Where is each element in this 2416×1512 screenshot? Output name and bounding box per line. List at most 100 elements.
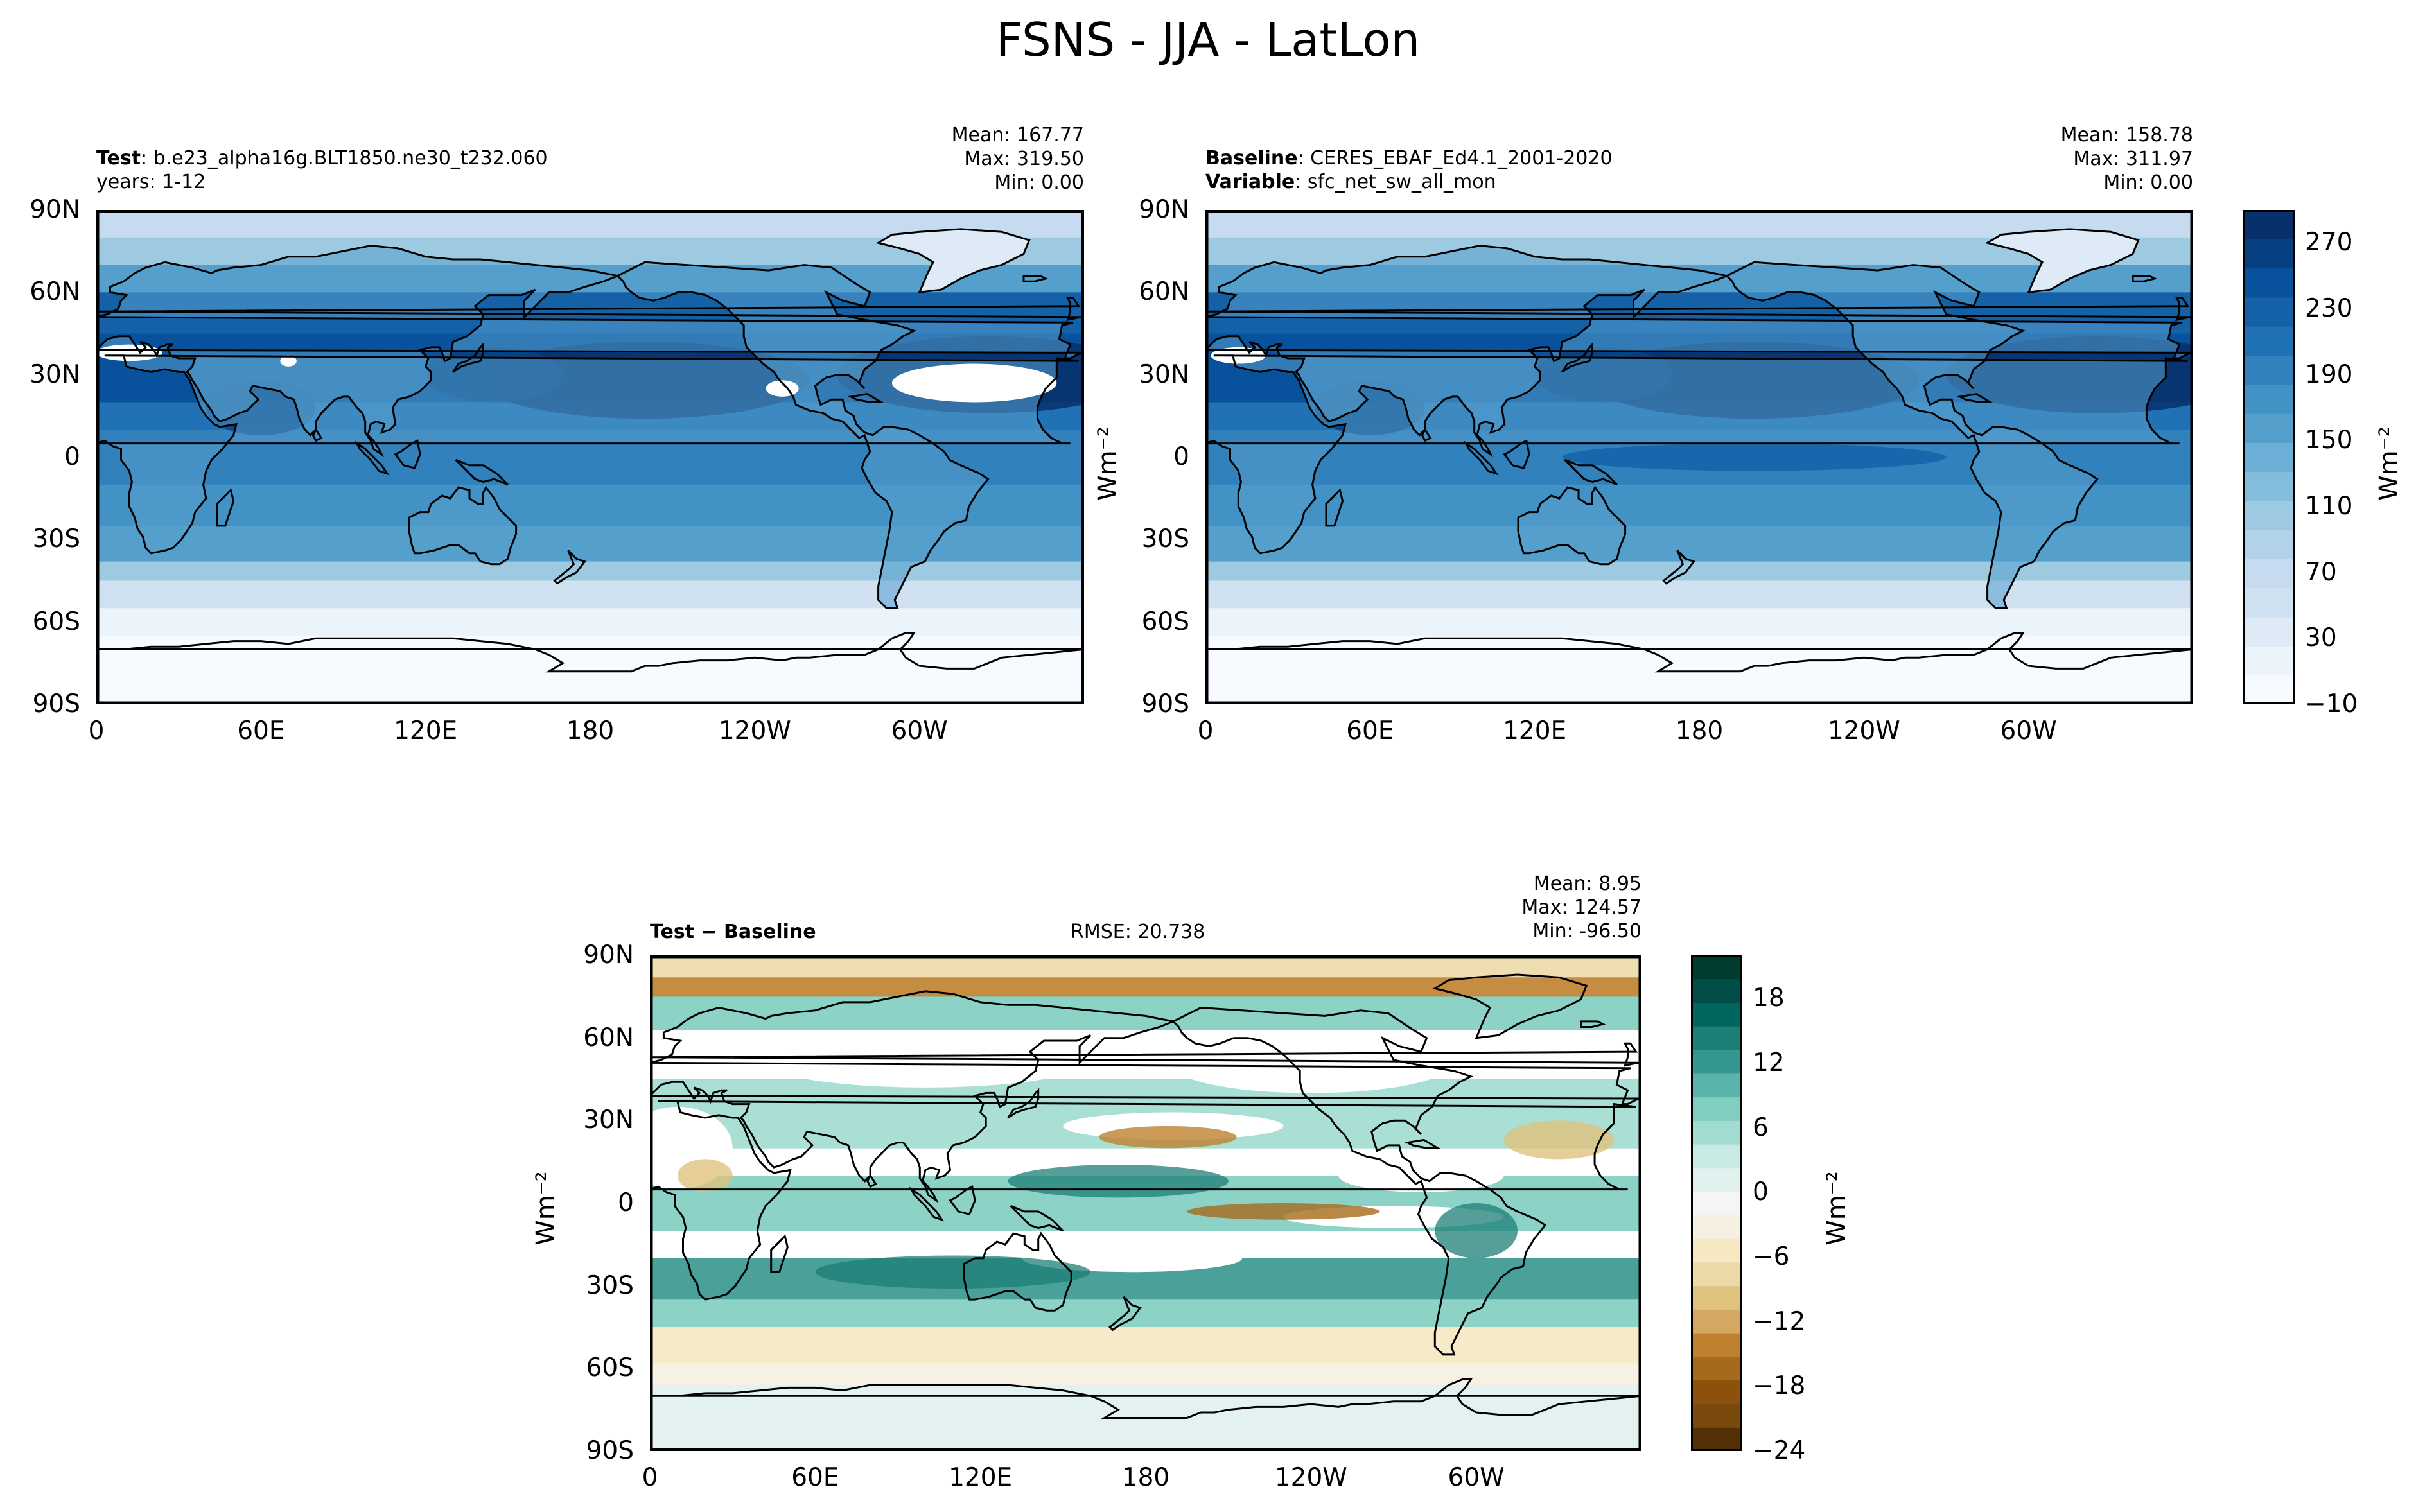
- colorbar-swatch: [2243, 675, 2295, 704]
- diff-label: Test − Baseline: [650, 920, 816, 944]
- colorbar-tick-label: −6: [1753, 1242, 1790, 1271]
- land-australia: [409, 487, 516, 564]
- colorbar-swatch: [1691, 1026, 1742, 1050]
- test-max: Max: 319.50: [964, 148, 1084, 170]
- colorbar-swatch: [2243, 355, 2295, 385]
- test-years: years: 1-12: [96, 171, 206, 193]
- colorbar-swatch: [2243, 559, 2295, 589]
- baseline-variable: Variable: sfc_net_sw_all_mon: [1205, 171, 1496, 193]
- coast-cuba: [1957, 393, 1994, 403]
- coast-nz: [553, 550, 586, 585]
- lat-tick-label: 90N: [1139, 195, 1189, 224]
- lon-tick-label: 120W: [1274, 1463, 1347, 1492]
- baseline-dataset: CERES_EBAF_Ed4.1_2001-2020: [1310, 147, 1613, 169]
- colorbar-swatch: [1691, 1073, 1742, 1098]
- coast-americas: [1171, 1006, 1547, 1356]
- colorbar-tick-label: 270: [2305, 228, 2353, 257]
- colorbar-tick-label: 12: [1753, 1048, 1785, 1077]
- diff-min: Min: -96.50: [1532, 920, 1641, 943]
- coast-greenland: [1984, 228, 2140, 294]
- test-min: Min: 0.00: [994, 171, 1084, 194]
- test-label-bold: Test: [96, 147, 141, 169]
- band-11: [96, 608, 1084, 636]
- coast-cuba: [1404, 1138, 1442, 1149]
- colorbar-swatch: [1691, 978, 1742, 1004]
- diff-colorbar: [1691, 955, 1742, 1451]
- lat-tick-label: 60N: [1139, 277, 1189, 307]
- coast-borneo: [949, 1185, 976, 1215]
- colorbar-swatch: [2243, 413, 2295, 443]
- pos-0: [1008, 1164, 1229, 1198]
- colorbar-tick-label: 18: [1753, 984, 1785, 1013]
- colorbar-swatch: [1691, 1097, 1742, 1121]
- lon-tick-label: 180: [1121, 1463, 1170, 1492]
- neg-3: [1187, 1203, 1380, 1220]
- colorbar-swatch: [1691, 1238, 1742, 1263]
- colorbar-swatch: [2243, 210, 2295, 239]
- coast-sumatra: [1464, 440, 1499, 476]
- coast-gb: [99, 297, 1081, 322]
- lon-tick-label: 60W: [2000, 717, 2057, 745]
- band-2: [650, 996, 1641, 1030]
- colorbar-swatch: [1691, 1427, 1742, 1451]
- coast-greenland: [1432, 973, 1588, 1039]
- diff-left-unit: Wm⁻²: [531, 1171, 561, 1246]
- colorbar-swatch: [2243, 384, 2295, 414]
- lon-tick-label: 180: [566, 717, 615, 745]
- lon-tick-label: 60E: [237, 717, 285, 745]
- colorbar-swatch: [2243, 587, 2295, 618]
- lat-tick-label: 60N: [583, 1023, 634, 1052]
- coast-eurasia: [1205, 245, 2191, 458]
- baseline-label: Baseline: CERES_EBAF_Ed4.1_2001-2020: [1205, 147, 1613, 169]
- lat-tick-label: 90N: [583, 941, 634, 969]
- top-colorbar: [2243, 210, 2295, 704]
- lon-tick-label: 0: [642, 1463, 658, 1492]
- lat-tick-label: 30S: [586, 1271, 634, 1300]
- neg-0: [1099, 1125, 1237, 1149]
- lon-tick-label: 180: [1675, 717, 1724, 745]
- test-map: [96, 210, 1084, 704]
- lat-tick-label: 60N: [30, 277, 80, 307]
- lat-tick-label: 60S: [32, 607, 80, 636]
- band-0: [650, 955, 1641, 978]
- coast-australia: [963, 1231, 1072, 1312]
- land-greenland: [878, 229, 1029, 293]
- coast-nz: [1662, 550, 1695, 585]
- colorbar-swatch: [2243, 646, 2295, 676]
- coast-newguinea: [1564, 458, 1618, 486]
- coast-cuba: [848, 393, 885, 403]
- colorbar-swatch: [1691, 1380, 1742, 1404]
- colorbar-tick-label: −18: [1753, 1371, 1806, 1401]
- colorbar-swatch: [1691, 1120, 1742, 1145]
- colorbar-swatch: [2243, 442, 2295, 473]
- baseline-map: [1205, 210, 2193, 704]
- baseline-mean: Mean: 158.78: [2060, 124, 2193, 146]
- diff-label-bold: Test − Baseline: [650, 921, 816, 943]
- lon-tick-label: 0: [1197, 717, 1214, 745]
- colorbar-swatch: [1691, 1002, 1742, 1027]
- colorbar-swatch: [2243, 471, 2295, 501]
- colorbar-swatch: [1691, 1191, 1742, 1215]
- lat-tick-label: 0: [1173, 442, 1189, 471]
- lat-tick-label: 30N: [1139, 360, 1189, 389]
- coast-japan: [452, 342, 484, 373]
- colorbar-swatch: [2243, 326, 2295, 356]
- colorbar-frame: [1691, 955, 1742, 1451]
- diff-mean: Mean: 8.95: [1533, 873, 1641, 895]
- top-colorbar-unit: Wm⁻²: [2374, 426, 2404, 501]
- colorbar-tick-label: 110: [2305, 492, 2353, 521]
- colorbar-tick-label: 6: [1753, 1113, 1769, 1142]
- missing-3: [280, 355, 297, 367]
- lat-tick-label: 90S: [32, 690, 80, 718]
- colorbar-swatch: [2243, 268, 2295, 298]
- colorbar-swatch: [1691, 1144, 1742, 1169]
- band-7: [650, 1327, 1641, 1364]
- colorbar-swatch: [1691, 955, 1742, 980]
- colorbar-tick-label: 150: [2305, 426, 2353, 455]
- test-mean: Mean: 167.77: [951, 124, 1084, 146]
- baseline-label-bold: Baseline: [1205, 147, 1298, 169]
- figure-title: FSNS - JJA - LatLon: [995, 13, 1421, 67]
- band-10: [96, 580, 1084, 609]
- coast-antarctica: [96, 632, 1084, 673]
- lat-tick-label: 30S: [32, 525, 80, 554]
